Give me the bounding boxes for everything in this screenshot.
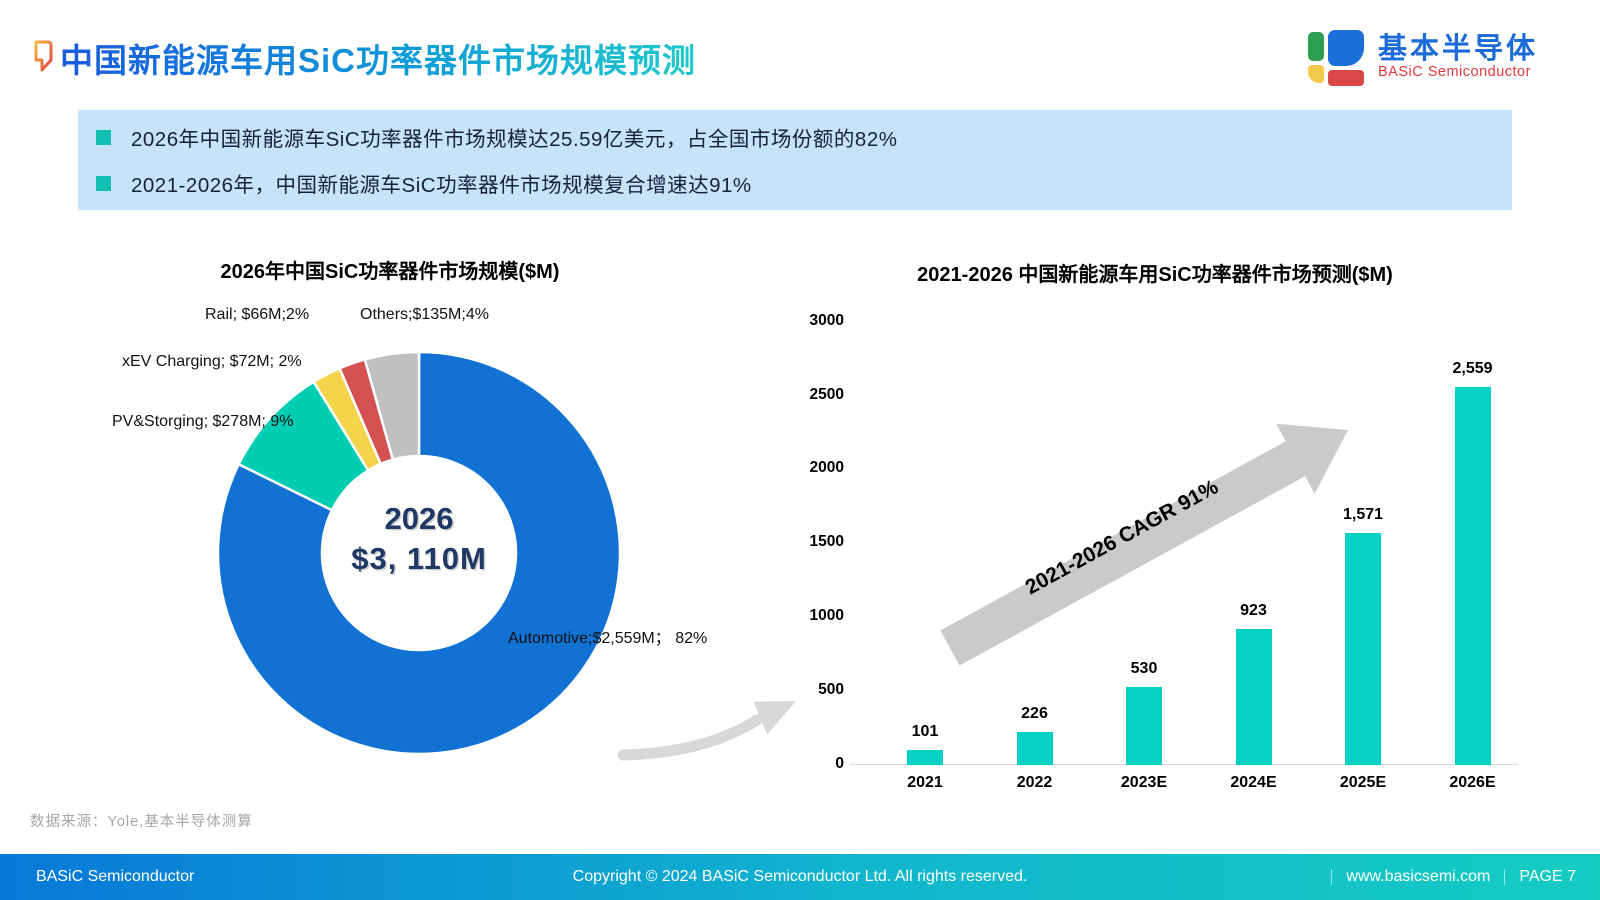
pie-slice-others (363, 350, 421, 461)
page-title: 中国新能源车用SiC功率器件市场规模预测 (60, 34, 696, 82)
bar-chart-plot: 2021-2026 CAGR 91% 0 500 1000 1500 2000 2500 3… (790, 300, 1520, 800)
bar-2021 (907, 750, 943, 765)
bar-value-2025E: 1,571 (1342, 505, 1384, 523)
x-axis-label-2021: 2021 (907, 774, 943, 791)
pie-label-others: Others;$135M;4% (360, 306, 489, 323)
header: 中国新能源车用SiC功率器件市场规模预测 (30, 34, 696, 82)
y-axis-tick-0: 0 (835, 755, 844, 772)
y-axis-tick-3000: 3000 (809, 311, 844, 329)
logo-text-en: BASiC Semiconductor (1377, 64, 1531, 80)
highlight-bullet-2: 2021-2026年，中国新能源车SiC功率器件市场规模复合增速达91% (96, 168, 1512, 198)
pie-label-xev-charging: xEV Charging; $72M; 2% (122, 353, 302, 370)
footer-copyright: Copyright © 2024 BASiC Semiconductor Ltd… (572, 868, 1028, 885)
bar-value-2026E: 2,559 (1452, 359, 1493, 377)
donut-center-total: $3, 110M (351, 541, 487, 576)
highlight-box: 2026年中国新能源车SiC功率器件市场规模达25.59亿美元，占全国市场份额的… (78, 110, 1512, 210)
y-axis-tick-500: 500 (818, 681, 844, 699)
cagr-arrow-shape (940, 423, 1348, 666)
bullet-square-icon (96, 175, 111, 191)
donut-chart (216, 350, 622, 756)
footer-company: BASiC Semiconductor (36, 868, 195, 885)
highlight-text-1: 2026年中国新能源车SiC功率器件市场规模达25.59亿美元，占全国市场份额的… (131, 128, 898, 151)
footer-right: www.basicsemi.com PAGE 7 (1331, 868, 1576, 886)
logo-red-block (1327, 70, 1364, 86)
footer-bar: BASiC Semiconductor Copyright © 2024 BAS… (0, 854, 1600, 900)
y-axis-tick-1500: 1500 (809, 533, 844, 551)
logo-mark-icon (1307, 30, 1364, 86)
x-axis-label-2023E: 2023E (1120, 774, 1168, 791)
bar-2022 (1016, 731, 1053, 765)
bar-chart-title: 2021-2026 中国新能源车用SiC功率器件市场预测($M) (917, 264, 1393, 286)
footer-separator (1504, 869, 1506, 885)
cagr-annotation-text: 2021-2026 CAGR 91% (1022, 475, 1223, 599)
x-axis-label-2022: 2022 (1016, 774, 1053, 791)
source-note: 数据来源：Yole,基本半导体测算 (30, 814, 253, 830)
logo-green-block (1307, 32, 1324, 61)
y-axis-tick-2500: 2500 (809, 385, 844, 403)
logo-text-cn: 基本半导体 (1377, 33, 1538, 65)
bar-value-2022: 226 (1021, 704, 1048, 722)
bar-value-2024E: 923 (1240, 601, 1267, 619)
bullet-square-icon (96, 129, 111, 145)
pie-slice-automotive (216, 350, 622, 756)
donut-center-year: 2026 (384, 501, 454, 536)
bar-2024E (1235, 628, 1272, 765)
pie-label-pv-storging: PV&Storging; $278M; 9% (112, 413, 294, 430)
highlight-bullet-1: 2026年中国新能源车SiC功率器件市场规模达25.59亿美元，占全国市场份额的… (96, 122, 1512, 152)
x-axis-line (850, 764, 1518, 765)
title-corner-icon (34, 40, 53, 72)
pie-chart-title: 2026年中国SiC功率器件市场规模($M) (220, 261, 560, 283)
bar-2023E (1126, 686, 1162, 765)
footer-page-number: PAGE 7 (1519, 868, 1576, 885)
pie-label-automotive: Automotive;$2,559M； 82% (508, 630, 708, 647)
bar-value-2021: 101 (911, 723, 939, 741)
donut-center-label: 2026 $3, 110M (317, 500, 521, 580)
swoosh-arrow-icon (617, 701, 796, 761)
bar-value-2023E: 530 (1130, 659, 1158, 677)
bar-2025E (1345, 532, 1381, 765)
footer-website-link[interactable]: www.basicsemi.com (1346, 868, 1491, 885)
y-axis-tick-1000: 1000 (809, 607, 844, 625)
y-axis-tick-2000: 2000 (809, 459, 844, 477)
highlight-text-2: 2021-2026年，中国新能源车SiC功率器件市场规模复合增速达91% (131, 174, 752, 197)
x-axis-label-2025E: 2025E (1339, 774, 1387, 791)
logo-blue-block (1327, 30, 1364, 66)
x-axis-label-2024E: 2024E (1230, 774, 1277, 791)
pie-label-rail: Rail; $66M;2% (205, 306, 310, 323)
company-logo: 基本半导体 BASiC Semiconductor (1307, 30, 1538, 86)
bar-2026E (1454, 386, 1491, 765)
logo-yellow-block (1307, 65, 1324, 83)
footer-separator (1331, 869, 1333, 885)
x-axis-label-2026E: 2026E (1449, 774, 1496, 791)
